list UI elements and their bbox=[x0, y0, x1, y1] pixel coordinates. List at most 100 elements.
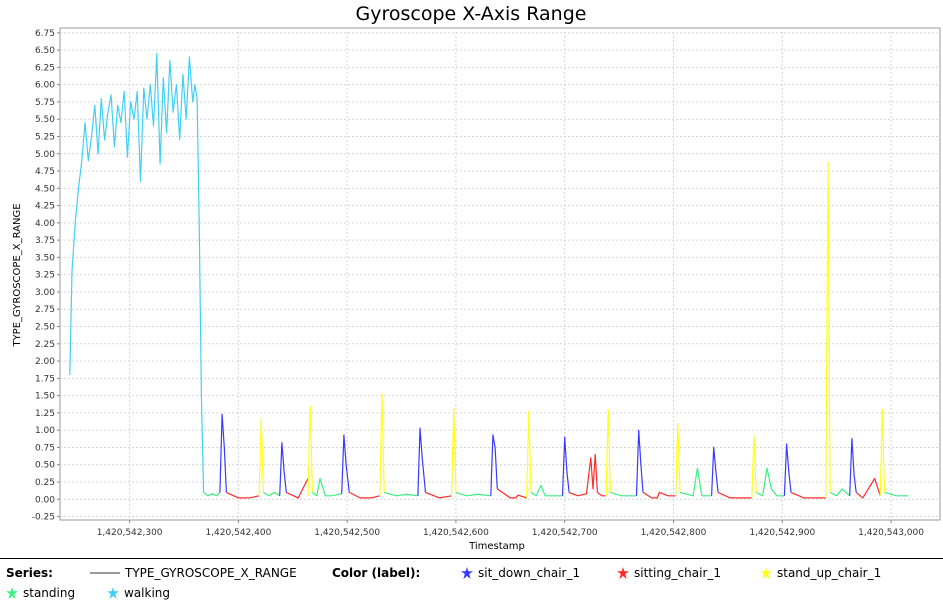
x-axis-label: Timestamp bbox=[468, 541, 525, 552]
legend-series-name: TYPE_GYROSCOPE_X_RANGE bbox=[125, 566, 297, 580]
legend-series-heading-text: Series: bbox=[6, 566, 53, 580]
legend-item-sit-down-chair-1: sit_down_chair_1 bbox=[461, 566, 580, 580]
series-segment-sitting-chair-1 bbox=[642, 491, 676, 499]
star-marker-icon bbox=[760, 567, 772, 579]
series-segment-sitting-chair-1 bbox=[349, 491, 380, 499]
star-marker-icon bbox=[461, 567, 473, 579]
y-tick-label: 0.50 bbox=[35, 461, 55, 471]
series-segment-stand-up-chair-1 bbox=[825, 161, 831, 498]
y-tick-label: 3.25 bbox=[35, 271, 55, 281]
star-marker-icon bbox=[6, 587, 18, 599]
y-tick-label: 2.25 bbox=[35, 340, 55, 350]
series-segment-stand-up-chair-1 bbox=[451, 407, 457, 496]
series-segment-sit-down-chair-1 bbox=[219, 413, 227, 493]
y-tick-label: 3.00 bbox=[35, 288, 55, 298]
series-segment-standing bbox=[884, 491, 909, 497]
legend-label: sitting_chair_1 bbox=[634, 566, 722, 580]
series-segment-sitting-chair-1 bbox=[496, 488, 527, 499]
series-segment-standing bbox=[829, 488, 851, 497]
x-tick-label: 1,420,543,000 bbox=[858, 528, 924, 538]
x-axis-ticks: 1,420,542,300 1,420,542,400 1,420,542,500 1… bbox=[97, 520, 924, 538]
series-segment-sitting-chair-1 bbox=[286, 478, 309, 499]
series-segment-standing bbox=[530, 484, 563, 497]
series-segment-stand-up-chair-1 bbox=[675, 422, 681, 496]
y-tick-label: 6.75 bbox=[35, 29, 55, 39]
series-segment-stand-up-chair-1 bbox=[751, 435, 757, 498]
series-segment-sitting-chair-1 bbox=[717, 491, 752, 499]
series-segment-stand-up-chair-1 bbox=[258, 417, 264, 496]
series-segment-stand-up-chair-1 bbox=[379, 393, 385, 496]
y-tick-label: 5.75 bbox=[35, 98, 55, 108]
y-axis-label: TYPE_GYROSCOPE_X_RANGE bbox=[12, 203, 23, 347]
y-tick-label: 5.50 bbox=[35, 115, 55, 125]
series-segment-sit-down-chair-1 bbox=[635, 429, 644, 496]
series-segment-standing bbox=[384, 491, 418, 497]
series-segment-standing bbox=[312, 477, 342, 497]
x-tick-label: 1,420,542,600 bbox=[423, 528, 489, 538]
series-segment-stand-up-chair-1 bbox=[307, 405, 313, 496]
y-tick-label: 5.25 bbox=[35, 132, 55, 142]
chart-svg: Gyroscope X-Axis Range -0.25 0.00 0.25 0.50… bbox=[12, 3, 941, 552]
legend: Series: TYPE_GYROSCOPE_X_RANGE Color (la… bbox=[0, 558, 943, 608]
legend-item-walking: walking bbox=[107, 586, 170, 600]
star-marker-icon bbox=[107, 587, 119, 599]
x-tick-label: 1,420,542,800 bbox=[641, 528, 707, 538]
chart-title: Gyroscope X-Axis Range bbox=[356, 3, 587, 25]
series-segment-standing bbox=[755, 467, 785, 497]
legend-color-heading: Color (label): bbox=[332, 566, 420, 580]
y-tick-label: 6.50 bbox=[35, 46, 55, 56]
y-tick-label: 1.25 bbox=[35, 409, 55, 419]
series-segment-sit-down-chair-1 bbox=[783, 443, 792, 496]
plot-area bbox=[59, 27, 941, 521]
series-segment-sit-down-chair-1 bbox=[279, 442, 287, 496]
y-tick-label: 3.75 bbox=[35, 236, 55, 246]
legend-label: stand_up_chair_1 bbox=[777, 566, 882, 580]
star-marker-icon bbox=[617, 567, 629, 579]
legend-series-entry: TYPE_GYROSCOPE_X_RANGE bbox=[90, 566, 297, 580]
series-segment-sit-down-chair-1 bbox=[490, 434, 498, 496]
series-lines bbox=[69, 52, 909, 499]
y-tick-label: 6.25 bbox=[35, 63, 55, 73]
y-tick-label: 2.00 bbox=[35, 357, 55, 367]
series-segment-sitting-chair-1 bbox=[855, 477, 881, 499]
series-segment-stand-up-chair-1 bbox=[879, 408, 886, 496]
series-segment-sit-down-chair-1 bbox=[711, 446, 719, 496]
legend-label: standing bbox=[23, 586, 76, 600]
series-segment-standing bbox=[263, 491, 281, 497]
y-tick-label: 2.50 bbox=[35, 323, 55, 333]
y-tick-label: 5.00 bbox=[35, 150, 55, 160]
legend-item-standing: standing bbox=[6, 586, 75, 600]
y-tick-label: 0.25 bbox=[35, 478, 55, 488]
y-tick-label: 1.50 bbox=[35, 392, 55, 402]
series-segment-sitting-chair-1 bbox=[568, 453, 607, 497]
series-segment-standing bbox=[610, 491, 637, 497]
y-tick-label: 4.75 bbox=[35, 167, 55, 177]
series-segment-walking bbox=[198, 222, 205, 493]
series-segment-standing bbox=[203, 491, 221, 497]
series-segment-standing bbox=[455, 491, 491, 497]
series-segment-sit-down-chair-1 bbox=[417, 427, 427, 496]
series-segment-sitting-chair-1 bbox=[425, 491, 452, 499]
y-tick-label: 3.50 bbox=[35, 253, 55, 263]
legend-item-stand-up-chair-1: stand_up_chair_1 bbox=[760, 566, 881, 580]
y-tick-label: 2.75 bbox=[35, 305, 55, 315]
series-segment-sitting-chair-1 bbox=[226, 491, 260, 499]
series-segment-stand-up-chair-1 bbox=[526, 410, 532, 498]
x-tick-label: 1,420,542,700 bbox=[532, 528, 598, 538]
series-segment-stand-up-chair-1 bbox=[605, 408, 611, 496]
y-tick-label: 1.75 bbox=[35, 374, 55, 384]
series-segment-standing bbox=[679, 467, 712, 497]
legend-series-heading: Series: bbox=[6, 566, 53, 580]
x-tick-label: 1,420,542,900 bbox=[749, 528, 815, 538]
y-tick-label: 4.00 bbox=[35, 219, 55, 229]
legend-label: walking bbox=[124, 586, 171, 600]
y-axis-ticks: -0.25 0.00 0.25 0.50 0.75 1.00 1.25 1.50 1.75 2.0… bbox=[32, 29, 60, 523]
y-tick-label: 6.00 bbox=[35, 81, 55, 91]
x-tick-label: 1,420,542,300 bbox=[97, 528, 163, 538]
y-tick-label: 1.00 bbox=[35, 426, 55, 436]
line-swatch-icon bbox=[90, 572, 120, 574]
series-segment-walking bbox=[69, 52, 200, 375]
legend-label: sit_down_chair_1 bbox=[478, 566, 581, 580]
grid-lines bbox=[60, 28, 940, 520]
x-tick-label: 1,420,542,500 bbox=[314, 528, 380, 538]
